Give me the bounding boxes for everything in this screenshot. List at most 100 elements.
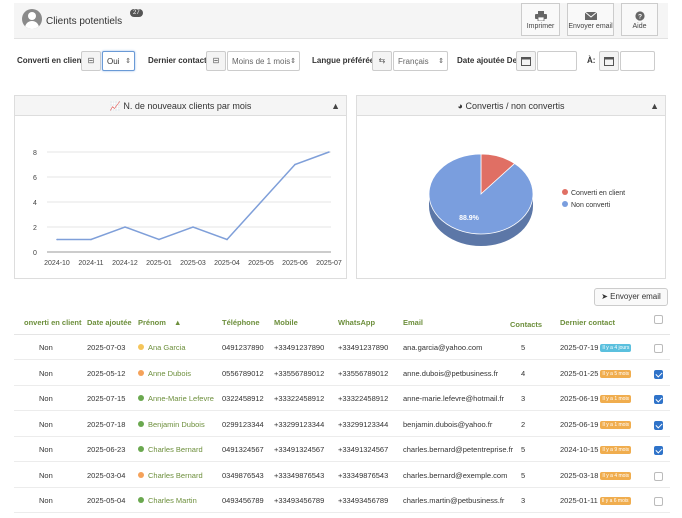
converted-filter-toggle[interactable]: ⊟: [81, 51, 101, 71]
x-tick-label: 2025-05: [248, 260, 274, 267]
chevron-up-icon[interactable]: ▲: [650, 101, 659, 111]
last-contact-date: 2025-06-19: [560, 419, 599, 429]
line-chart-title: N. de nouveaux clients par mois: [123, 101, 252, 111]
row-checkbox[interactable]: [654, 395, 663, 404]
help-button[interactable]: ? Aide: [621, 3, 658, 36]
email-cell[interactable]: anne.dubois@petbusiness.fr: [403, 368, 499, 378]
converted-cell: Non: [39, 343, 53, 352]
date-to-input[interactable]: [620, 51, 655, 71]
converted-select[interactable]: Oui ⇕: [102, 51, 135, 71]
table-row[interactable]: Non 2025-03-04 0349876543 +33349876543 +3334…: [14, 463, 670, 488]
table-row[interactable]: Non 2025-07-03 0491237890 +33491237890 +3349…: [14, 335, 670, 360]
converted-cell: Non: [39, 470, 53, 480]
filter-bar: Converti en client: ⊟ Oui ⇕ Dernier conta…: [14, 49, 668, 73]
data-point[interactable]: [260, 201, 262, 203]
data-point[interactable]: [226, 238, 228, 241]
email-cell[interactable]: anne-marie.lefevre@hotmail.fr: [403, 394, 504, 403]
table-row[interactable]: Non 2025-06-23 0491324567 +33491324567 +3349…: [14, 437, 670, 462]
col-header-mobile[interactable]: Mobile: [274, 318, 298, 327]
contacts-cell: 5: [521, 445, 526, 454]
pie-chart-panel-header: ◕ Convertis / non convertis ▲: [357, 96, 665, 116]
row-checkbox[interactable]: [654, 344, 663, 353]
email-cell[interactable]: ana.garcia@yahoo.com: [403, 343, 483, 352]
table-row[interactable]: Non 2025-07-15 0322458912 +33322458912 +3332…: [14, 386, 670, 411]
row-checkbox[interactable]: [654, 369, 663, 379]
contacts-cell: 5: [521, 343, 526, 352]
help-label: Aide: [632, 23, 647, 30]
converted-select-value: Oui: [107, 57, 120, 66]
first-name-cell[interactable]: Charles Bernard: [138, 445, 203, 454]
envelope-icon: [584, 11, 597, 20]
email-cell[interactable]: benjamin.dubois@yahoo.fr: [403, 419, 493, 429]
select-all-checkbox[interactable]: [654, 315, 663, 324]
row-checkbox[interactable]: [654, 471, 663, 481]
data-point[interactable]: [192, 226, 194, 228]
last-contact-cell: 2025-01-25 Il y a 5 mois: [560, 368, 632, 378]
col-header-contacts[interactable]: Contacts: [510, 320, 543, 329]
date-from-calendar-button[interactable]: [516, 51, 536, 71]
pie-slice[interactable]: [428, 153, 534, 235]
data-point[interactable]: [90, 238, 92, 241]
last-contact-date: 2025-01-25: [560, 368, 599, 378]
last-contact-cell: 2025-01-11 Il y a 6 mois: [560, 496, 631, 505]
row-checkbox[interactable]: [654, 420, 663, 430]
data-point[interactable]: [124, 226, 126, 228]
first-name-cell[interactable]: Benjamin Dubois: [138, 420, 205, 429]
mobile-cell: +33349876543: [274, 470, 325, 480]
col-header-email[interactable]: Email: [403, 318, 424, 327]
mobile-cell: +33493456789: [274, 496, 325, 505]
data-point[interactable]: [328, 151, 330, 153]
date-to-label: À:: [587, 56, 596, 65]
date-added-cell: 2025-05-12: [87, 368, 126, 378]
last-contact-cell: 2025-06-19 Il y a 1 mois: [560, 394, 632, 403]
first-name-cell[interactable]: Ana Garcia: [138, 343, 186, 352]
converted-cell: Non: [39, 419, 53, 429]
first-name-cell[interactable]: Anne-Marie Lefevre: [138, 394, 214, 403]
first-name-cell[interactable]: Charles Bernard: [138, 471, 203, 480]
email-cell[interactable]: charles.bernard@exemple.com: [403, 470, 508, 480]
email-cell[interactable]: charles.martin@petbusiness.fr: [403, 496, 505, 505]
date-from-input[interactable]: [537, 51, 577, 71]
whatsapp-cell: +33493456789: [338, 496, 389, 505]
language-select[interactable]: Français ⇕: [393, 51, 448, 71]
data-point[interactable]: [158, 238, 160, 241]
col-header-first-name[interactable]: Prénom ▲: [138, 318, 181, 327]
col-header-date-added[interactable]: Date ajoutée: [87, 318, 132, 327]
col-header-phone[interactable]: Téléphone: [222, 318, 260, 327]
col-header-last-contact[interactable]: Dernier contact: [560, 318, 616, 327]
date-added-cell: 2025-07-15: [87, 394, 126, 403]
table-row[interactable]: Non 2025-05-04 0493456789 +33493456789 +3349…: [14, 488, 670, 513]
last-contact-select-value: Moins de 1 mois: [232, 57, 291, 66]
language-filter-toggle[interactable]: ⇆: [372, 51, 392, 71]
data-point[interactable]: [56, 238, 58, 241]
last-contact-filter-toggle[interactable]: ⊟: [206, 51, 226, 71]
chevron-up-icon[interactable]: ▲: [331, 101, 340, 111]
row-checkbox[interactable]: [654, 497, 663, 506]
print-button[interactable]: Imprimer: [521, 3, 560, 36]
line-chart: 0 2 4 6 8 2024-10 2024-11 2024-12 2025-01 2025-03…: [33, 150, 342, 267]
status-dot-icon: [138, 420, 144, 427]
user-avatar-icon: [22, 9, 42, 29]
last-contact-select[interactable]: Moins de 1 mois ⇕: [227, 51, 300, 71]
table-send-email-button[interactable]: ➤ Envoyer email: [594, 288, 668, 306]
first-name-cell[interactable]: Anne Dubois: [138, 369, 191, 378]
table-row[interactable]: Non 2025-05-12 0556789012 +33556789012 +3355…: [14, 361, 670, 386]
date-to-calendar-button[interactable]: [599, 51, 619, 71]
email-cell[interactable]: charles.bernard@petentreprise.fr: [403, 445, 514, 454]
data-point[interactable]: [294, 163, 296, 166]
table-row[interactable]: Non 2025-07-18 0299123344 +33299123344 +3329…: [14, 412, 670, 437]
col-header-converted[interactable]: onverti en client: [24, 318, 82, 327]
help-icon: ?: [634, 11, 645, 21]
y-tick-label: 4: [33, 200, 37, 207]
last-contact-date: 2025-03-18: [560, 470, 599, 480]
row-checkbox[interactable]: [654, 446, 663, 455]
legend-label[interactable]: Non converti: [571, 202, 611, 209]
send-email-button[interactable]: Envoyer email: [567, 3, 614, 36]
x-tick-label: 2024-10: [44, 260, 70, 267]
whatsapp-cell: +33491324567: [338, 445, 389, 454]
mobile-cell: +33491324567: [274, 445, 325, 454]
col-header-whatsapp[interactable]: WhatsApp: [338, 318, 376, 327]
legend-label[interactable]: Converti en client: [571, 190, 625, 197]
first-name-cell[interactable]: Charles Martin: [138, 496, 197, 505]
status-dot-icon: [138, 446, 144, 452]
